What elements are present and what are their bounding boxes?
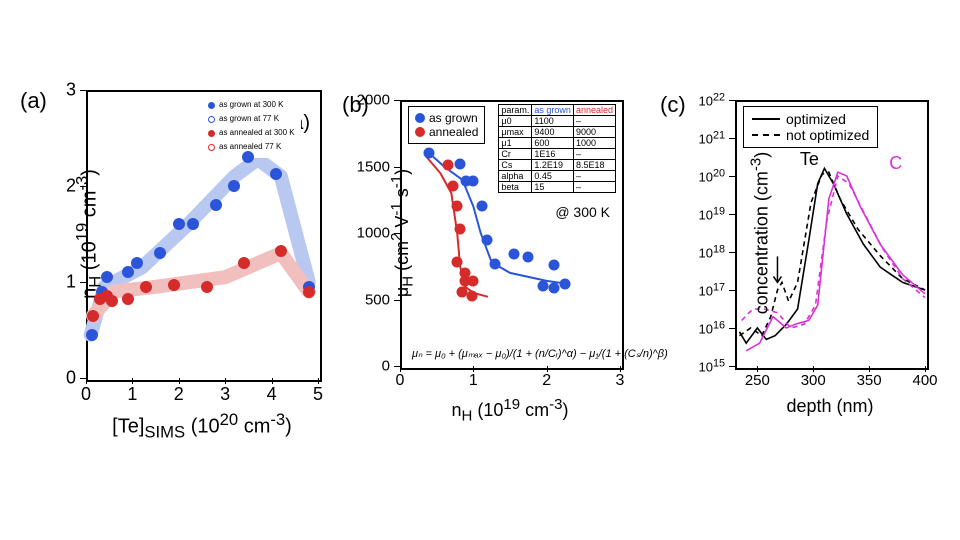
- data-point: [210, 199, 222, 211]
- axis-b-x-title: nH (1019 cm-3): [452, 396, 569, 425]
- axis-c-x-title: depth (nm): [786, 396, 873, 417]
- data-point: [242, 151, 254, 163]
- data-point: [477, 201, 488, 212]
- legend-b: as grownannealed: [408, 106, 485, 144]
- legend-c: optimizednot optimized: [743, 106, 878, 148]
- data-point: [452, 201, 463, 212]
- data-point: [508, 249, 519, 260]
- data-point: [228, 180, 240, 192]
- legend-item: annealed: [415, 125, 478, 139]
- data-point: [447, 181, 458, 192]
- data-point: [560, 278, 571, 289]
- data-point: [466, 290, 477, 301]
- data-point: [455, 224, 466, 235]
- series-label: C: [889, 153, 902, 174]
- legend-item: optimized: [752, 111, 869, 127]
- axis-b-y-title: μH (cm2 V-1 s-1): [388, 169, 417, 297]
- data-point: [275, 245, 287, 257]
- data-point: [468, 275, 479, 286]
- data-point: [173, 218, 185, 230]
- axis-a-x-title: [Te]SIMS (1020 cm-3): [112, 410, 292, 443]
- panel-b: 01230500100015002000 nH (1019 cm-3) μH (…: [400, 100, 620, 366]
- data-point: [122, 293, 134, 305]
- data-point: [303, 286, 315, 298]
- data-point: [538, 281, 549, 292]
- data-point: [442, 160, 453, 171]
- series-label: Te: [800, 149, 819, 170]
- data-point: [424, 148, 435, 159]
- data-point: [87, 310, 99, 322]
- data-point: [523, 251, 534, 262]
- param-table: param.as grownannealedμ01100–μmax9400900…: [498, 104, 616, 193]
- legend-item: not optimized: [752, 127, 869, 143]
- panel-c-label: (c): [660, 92, 686, 118]
- data-point: [270, 168, 282, 180]
- data-point: [122, 266, 134, 278]
- data-point: [154, 247, 166, 259]
- data-point: [490, 258, 501, 269]
- legend-item: as grown: [415, 111, 478, 125]
- data-point: [168, 279, 180, 291]
- legend-item: as grown at 300 K: [208, 98, 295, 112]
- data-point: [140, 281, 152, 293]
- data-point: [549, 282, 560, 293]
- data-point: [452, 257, 463, 268]
- legend-a: as grown at 300 Kas grown at 77 Kas anne…: [202, 94, 301, 158]
- data-point: [549, 259, 560, 270]
- data-point: [101, 271, 113, 283]
- data-point: [201, 281, 213, 293]
- legend-item: as annealed at 300 K: [208, 126, 295, 140]
- equation: μₙ = μ₀ + (μₘₐₓ − μ₀)/(1 + (n/Cᵣ)^α) − μ…: [412, 347, 668, 360]
- data-point: [468, 176, 479, 187]
- data-point: [106, 295, 118, 307]
- data-point: [238, 257, 250, 269]
- data-point: [86, 329, 98, 341]
- data-point: [481, 234, 492, 245]
- data-point: [131, 257, 143, 269]
- annot-300k: @ 300 K: [555, 204, 610, 220]
- data-point: [455, 158, 466, 169]
- axis-c-y-title: concentration (cm-3): [748, 152, 773, 314]
- panel-a: (a) 0123450123 [Te]SIMS (1020 cm-3) nH (…: [86, 90, 318, 378]
- panel-c: 2503003504001015101610171018101910201021…: [735, 100, 925, 366]
- panel-a-label: (a): [20, 88, 47, 114]
- data-point: [187, 218, 199, 230]
- legend-item: as grown at 77 K: [208, 112, 295, 126]
